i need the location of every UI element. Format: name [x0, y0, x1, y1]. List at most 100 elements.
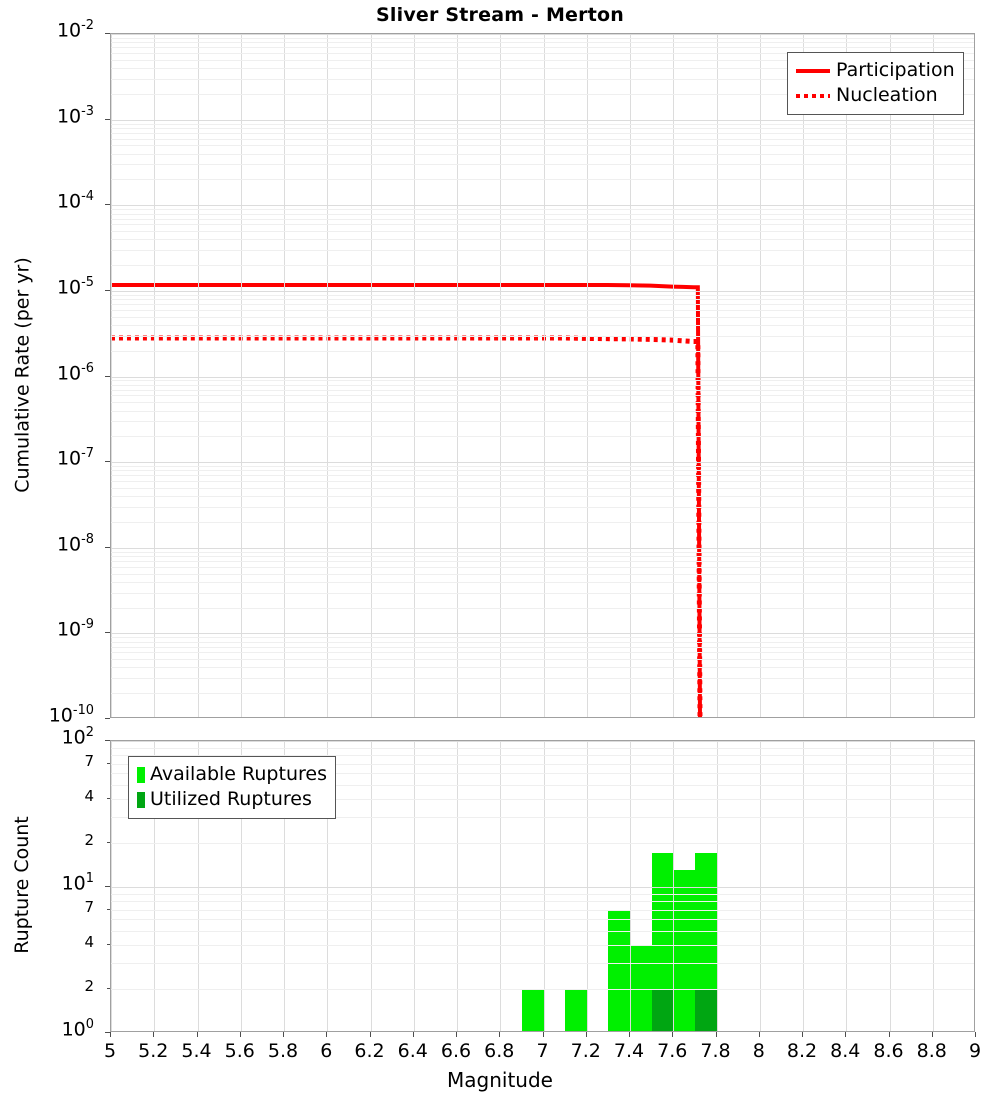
grid-line-horizontal	[111, 380, 974, 382]
y-minor-tick-label: 7	[84, 751, 94, 770]
x-tick-mark	[975, 1032, 976, 1037]
grid-line-vertical	[457, 34, 458, 717]
grid-line-horizontal	[111, 747, 974, 749]
x-tick-mark	[196, 1032, 198, 1037]
y-tick-mark	[105, 118, 110, 120]
x-tick-mark	[585, 1032, 587, 1037]
grid-line-horizontal	[111, 123, 974, 125]
grid-line-horizontal	[111, 250, 974, 252]
y-tick-label: 10-4	[56, 189, 94, 213]
x-tick-mark	[456, 1032, 457, 1037]
grid-line-horizontal	[111, 376, 974, 378]
x-tick-mark	[110, 1032, 111, 1037]
grid-line-horizontal	[111, 919, 974, 921]
cumulative-rate-plot	[110, 33, 975, 718]
rate-curves	[111, 282, 703, 717]
x-tick-mark	[758, 1032, 760, 1037]
grid-line-horizontal	[111, 646, 974, 648]
grid-line-horizontal	[111, 213, 974, 215]
grid-line-horizontal	[111, 145, 974, 147]
grid-line-horizontal	[111, 37, 974, 39]
y-tick-label: 101	[61, 871, 94, 895]
y-minor-tick-mark	[107, 842, 110, 844]
y-minor-tick-label: 2	[84, 977, 94, 996]
legend-label-nucleation: Nucleation	[836, 84, 938, 106]
grid-line-vertical	[673, 34, 675, 717]
grid-line-horizontal	[111, 901, 974, 903]
grid-line-vertical	[586, 741, 588, 1031]
grid-line-vertical	[370, 741, 372, 1031]
y-tick-mark	[105, 632, 110, 634]
grid-line-horizontal	[111, 218, 974, 220]
grid-line-vertical	[846, 741, 848, 1031]
x-tick-mark	[369, 1032, 371, 1037]
grid-line-horizontal	[111, 566, 974, 568]
x-tick-label: 5.2	[138, 1040, 169, 1062]
grid-line-horizontal	[111, 843, 974, 845]
grid-line-vertical	[932, 34, 934, 717]
grid-line-horizontal	[111, 581, 974, 583]
grid-line-horizontal	[111, 496, 974, 498]
grid-line-vertical	[327, 741, 329, 1031]
grid-line-horizontal	[111, 402, 974, 404]
grid-line-vertical	[413, 741, 415, 1031]
y-tick-label: 10-7	[56, 446, 94, 470]
x-tick-label: 6	[320, 1040, 333, 1062]
x-tick-label: 8.8	[916, 1040, 947, 1062]
grid-line-horizontal	[111, 607, 974, 609]
page-title: Sliver Stream - Merton	[376, 4, 624, 26]
x-tick-label: 7	[536, 1040, 549, 1062]
x-tick-mark	[629, 1032, 630, 1037]
rupture-bar	[521, 989, 544, 1031]
grid-line-horizontal	[111, 462, 974, 464]
grid-line-horizontal	[111, 294, 974, 296]
y-minor-tick-label: 4	[84, 787, 94, 806]
x-axis-label: Magnitude	[447, 1068, 553, 1092]
grid-line-horizontal	[111, 909, 974, 911]
grid-line-horizontal	[111, 741, 974, 742]
y-tick-mark	[105, 1032, 110, 1033]
grid-line-horizontal	[111, 93, 974, 95]
grid-line-horizontal	[111, 265, 974, 267]
grid-line-vertical	[284, 34, 285, 717]
grid-line-vertical	[543, 34, 545, 717]
grid-line-horizontal	[111, 633, 974, 635]
grid-line-horizontal	[111, 436, 974, 438]
grid-line-vertical	[716, 34, 718, 717]
y-minor-tick-label: 2	[84, 831, 94, 850]
grid-line-horizontal	[111, 481, 974, 483]
grid-line-horizontal	[111, 304, 974, 306]
grid-line-horizontal	[111, 945, 974, 947]
grid-line-horizontal	[111, 324, 974, 326]
grid-line-horizontal	[111, 930, 974, 932]
y-tick-label: 10-8	[56, 531, 94, 556]
x-tick-label: 6.6	[440, 1040, 472, 1062]
x-tick-label: 8.4	[830, 1040, 861, 1062]
grid-line-vertical	[932, 741, 934, 1031]
y-tick-label: 100	[61, 1017, 94, 1041]
grid-line-vertical	[586, 34, 588, 717]
utilized-ruptures-swatch-icon	[137, 791, 145, 808]
rupture-bar-utilized	[651, 989, 674, 1031]
grid-line-vertical	[457, 741, 458, 1031]
grid-line-vertical	[111, 34, 112, 717]
grid-line-vertical	[803, 34, 804, 717]
rupture-bar	[565, 989, 587, 1031]
x-tick-label: 8	[752, 1040, 765, 1062]
grid-line-horizontal	[111, 78, 974, 80]
grid-line-vertical	[327, 34, 329, 717]
y-tick-mark	[105, 375, 110, 377]
y-minor-tick-mark	[107, 944, 110, 946]
grid-line-horizontal	[111, 316, 974, 318]
grid-line-horizontal	[111, 389, 974, 391]
x-tick-label: 6.2	[354, 1040, 385, 1062]
legend-label-participation: Participation	[836, 59, 955, 81]
grid-line-horizontal	[111, 153, 974, 155]
y-minor-tick-mark	[107, 762, 110, 764]
participation-line-swatch-icon	[796, 68, 830, 73]
x-tick-mark	[499, 1032, 501, 1037]
rupture-legend: Available Ruptures Utilized Ruptures	[128, 756, 336, 819]
x-tick-label: 7.6	[657, 1040, 688, 1062]
rupture-bar	[608, 909, 630, 1031]
x-tick-label: 5.4	[181, 1040, 212, 1062]
